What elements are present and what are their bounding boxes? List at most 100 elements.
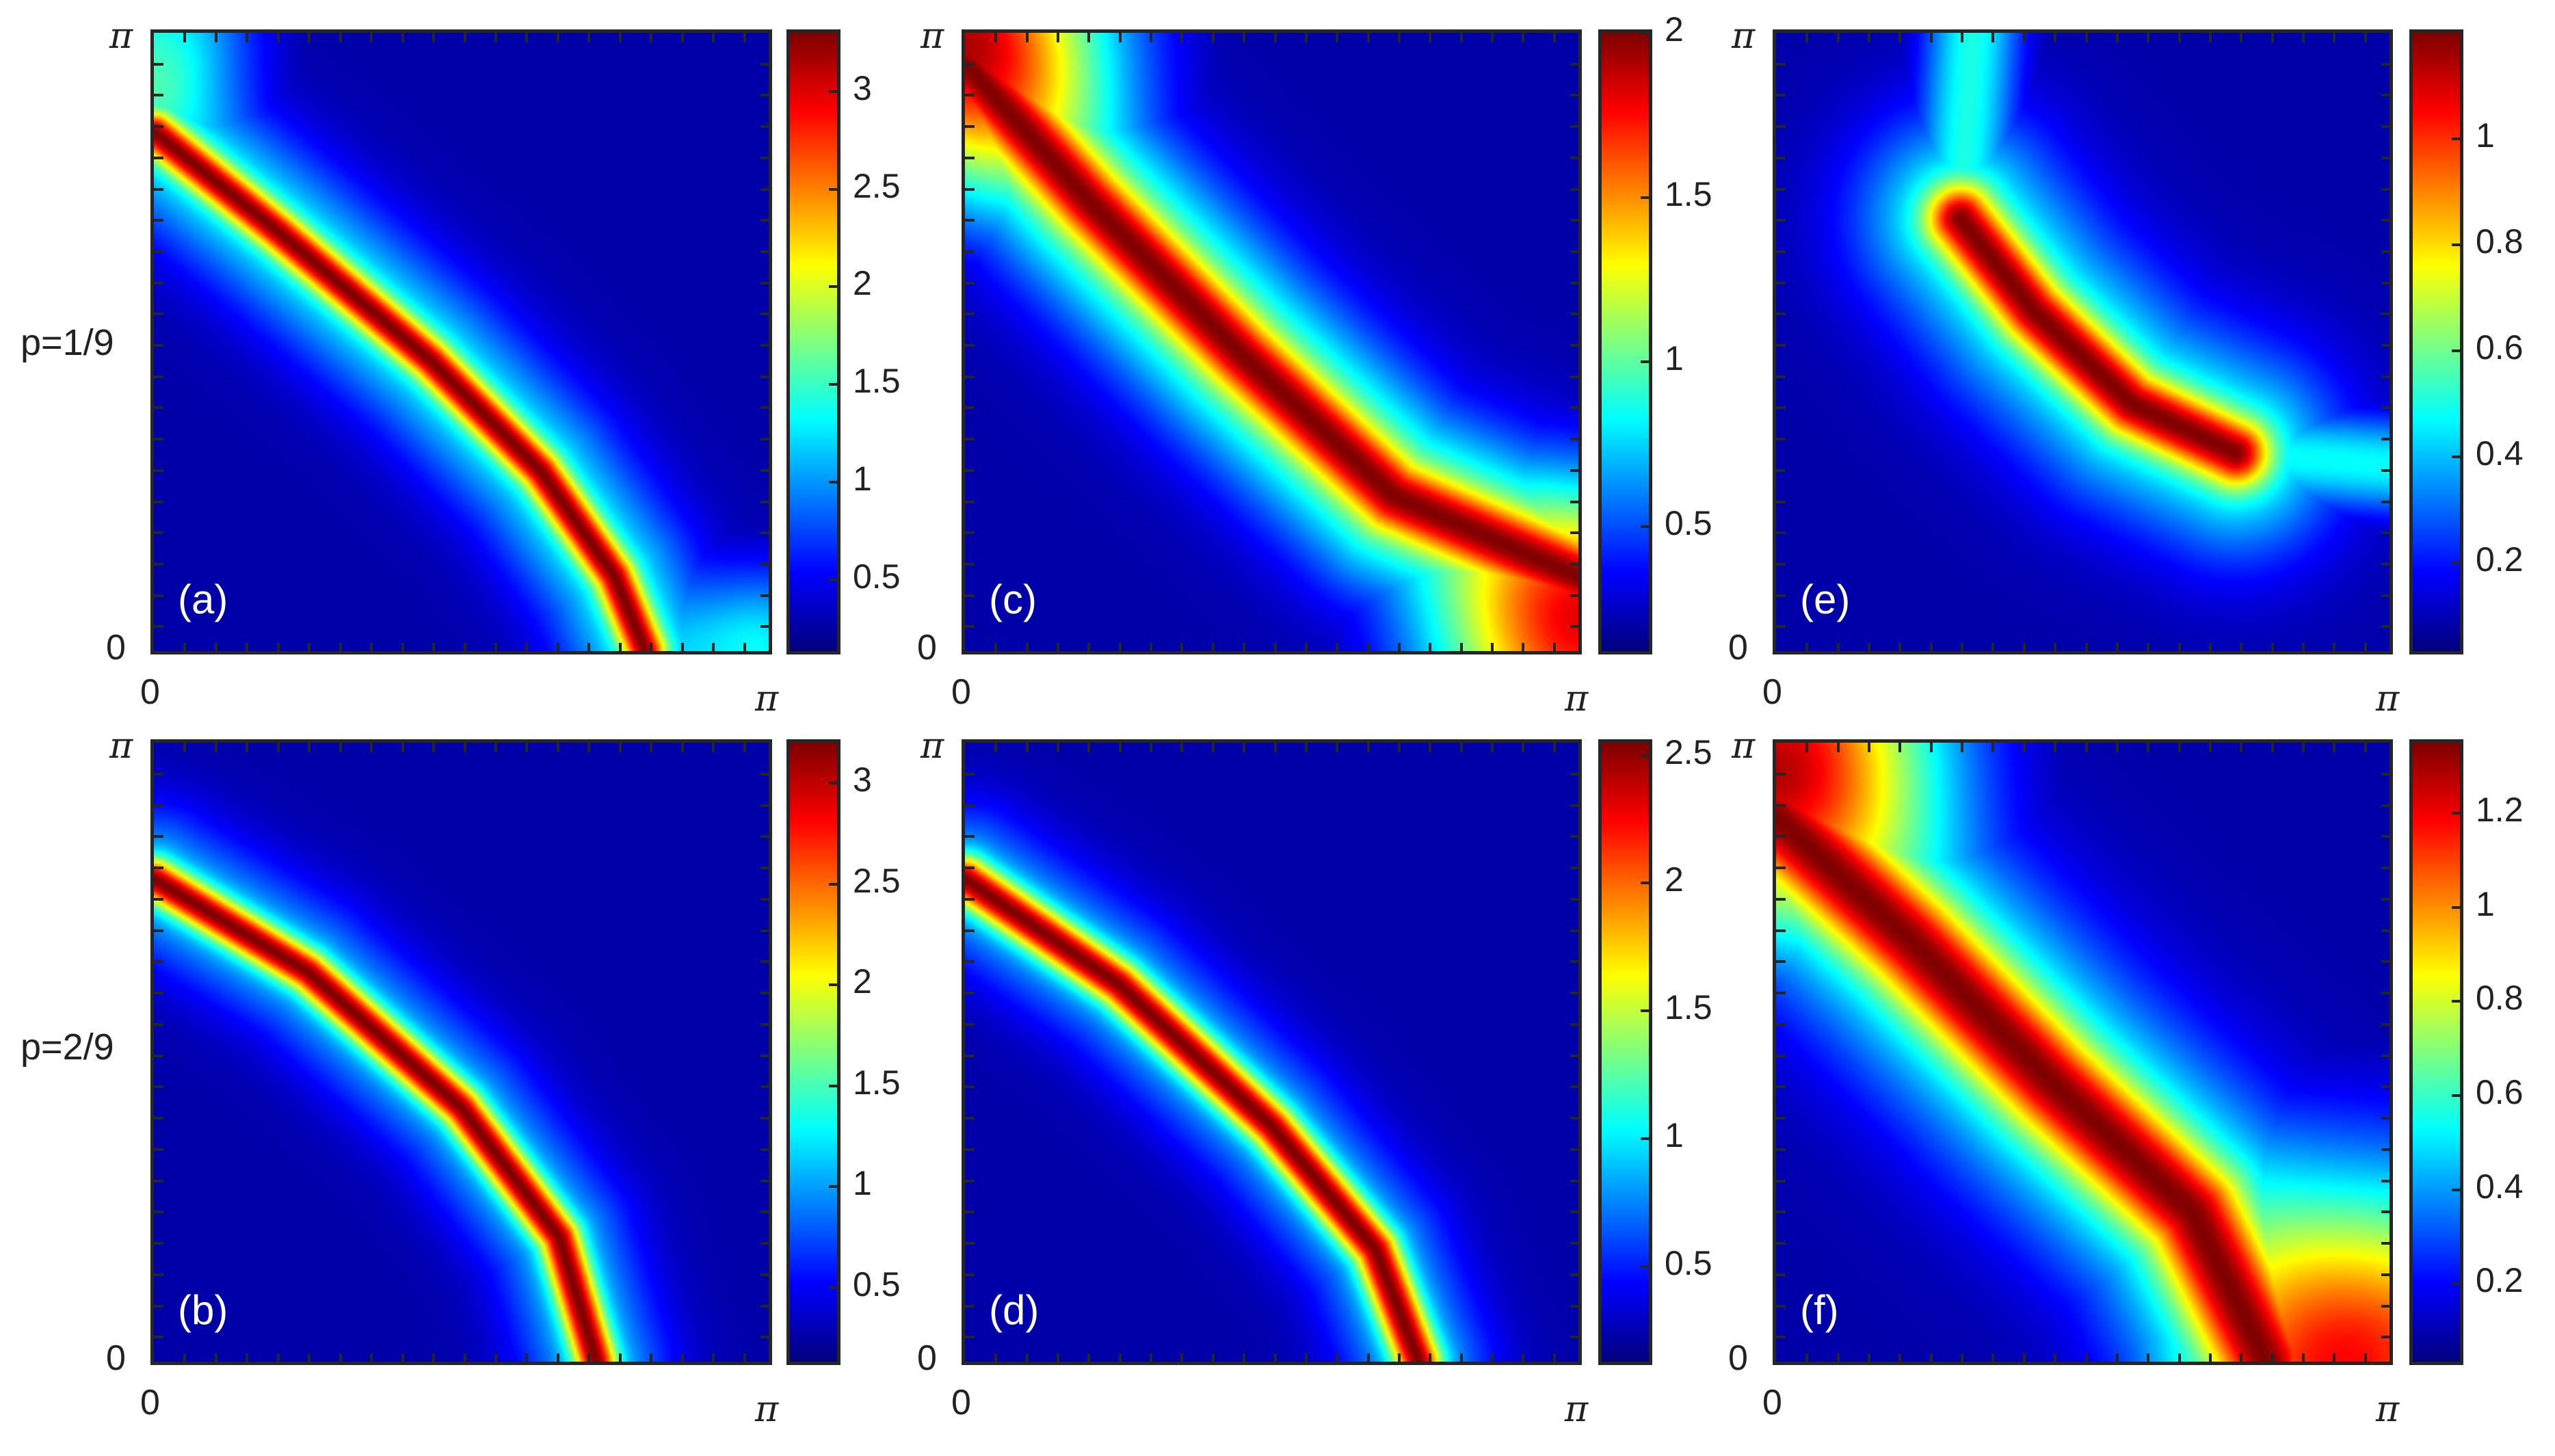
y-minor-tick xyxy=(760,960,769,964)
y-minor-tick xyxy=(2381,804,2389,807)
x-minor-tick xyxy=(183,743,187,752)
y-minor-tick xyxy=(1776,594,1786,597)
y-minor-tick xyxy=(154,531,163,535)
x-minor-tick xyxy=(743,643,746,651)
y-minor-tick xyxy=(1776,313,1786,316)
colorbar-tick xyxy=(829,983,838,987)
x-minor-tick xyxy=(339,1353,342,1362)
colorbar-tick-label: 0.8 xyxy=(2476,222,2524,261)
x-minor-tick xyxy=(276,643,280,651)
y-minor-tick xyxy=(760,1304,769,1308)
heatmap-a xyxy=(150,29,772,654)
x-minor-tick xyxy=(1211,743,1215,752)
heatmap-image xyxy=(1776,33,2389,651)
colorbar-tick-label: 1.5 xyxy=(853,1063,901,1102)
colorbar-tick-label: 2 xyxy=(1665,10,1684,49)
y-minor-tick xyxy=(154,1304,163,1308)
x-tick-label-pi: π xyxy=(2376,678,2400,719)
y-minor-tick xyxy=(154,344,163,347)
y-minor-tick xyxy=(154,187,163,191)
x-minor-tick xyxy=(2301,743,2305,752)
x-minor-tick xyxy=(1087,1353,1091,1362)
x-minor-tick xyxy=(1180,743,1184,752)
x-minor-tick xyxy=(712,643,715,651)
x-minor-tick xyxy=(2333,743,2336,752)
y-minor-tick xyxy=(2381,835,2389,838)
colorbar-tick-label: 1 xyxy=(1665,339,1684,378)
y-minor-tick xyxy=(154,1336,163,1339)
x-minor-tick xyxy=(1805,33,1809,42)
y-minor-tick xyxy=(965,772,975,776)
y-minor-tick xyxy=(154,250,163,253)
x-minor-tick xyxy=(2022,33,2026,42)
y-minor-tick xyxy=(1776,1085,1786,1089)
y-minor-tick xyxy=(2381,219,2389,222)
y-minor-tick xyxy=(2381,438,2389,441)
x-minor-tick xyxy=(1459,743,1463,752)
y-minor-tick xyxy=(154,1242,163,1245)
x-minor-tick xyxy=(1898,33,1902,42)
x-minor-tick xyxy=(2301,33,2305,42)
colorbar-gradient xyxy=(1602,743,1649,1362)
y-minor-tick xyxy=(1570,897,1578,901)
x-minor-tick xyxy=(339,33,342,42)
x-minor-tick xyxy=(1057,33,1060,42)
y-minor-tick xyxy=(154,313,163,316)
x-minor-tick xyxy=(432,743,436,752)
colorbar-tick-label: 0.6 xyxy=(2476,328,2524,367)
colorbar-tick-label: 2.5 xyxy=(853,861,901,900)
x-minor-tick xyxy=(2271,1353,2274,1362)
y-minor-tick xyxy=(1776,992,1786,994)
y-minor-tick xyxy=(1776,562,1786,566)
colorbar-tick-label: 2.5 xyxy=(1665,732,1712,771)
y-minor-tick xyxy=(760,1117,769,1120)
x-tick-label-pi: π xyxy=(755,1389,779,1430)
colorbar-tick xyxy=(2452,905,2461,909)
y-minor-tick xyxy=(760,866,769,869)
x-minor-tick xyxy=(2240,743,2243,752)
y-tick-label-pi: π xyxy=(1732,16,1756,57)
y-minor-tick xyxy=(965,375,975,378)
x-minor-tick xyxy=(1118,643,1122,651)
y-minor-tick xyxy=(2381,281,2389,284)
y-minor-tick xyxy=(154,772,163,776)
y-minor-tick xyxy=(2381,897,2389,901)
y-minor-tick xyxy=(154,835,163,838)
x-minor-tick xyxy=(1243,743,1246,752)
y-minor-tick xyxy=(1776,125,1786,129)
y-minor-tick xyxy=(2381,625,2389,628)
y-minor-tick xyxy=(2381,375,2389,378)
colorbar-tick-label: 0.4 xyxy=(2476,1167,2524,1206)
y-minor-tick xyxy=(760,772,769,776)
x-minor-tick xyxy=(1961,643,1964,651)
colorbar-tick xyxy=(2452,561,2461,564)
x-minor-tick xyxy=(1336,743,1339,752)
y-minor-tick xyxy=(1570,960,1578,964)
x-minor-tick xyxy=(214,1353,217,1362)
colorbar-tick xyxy=(2452,1094,2461,1097)
x-minor-tick xyxy=(2177,1353,2181,1362)
x-minor-tick xyxy=(1087,743,1091,752)
y-minor-tick xyxy=(760,1054,769,1057)
x-minor-tick xyxy=(2301,643,2305,651)
y-minor-tick xyxy=(1570,562,1578,566)
x-minor-tick xyxy=(618,643,622,651)
x-minor-tick xyxy=(463,643,466,651)
y-tick-label-0: 0 xyxy=(106,1338,126,1378)
y-minor-tick xyxy=(965,344,975,347)
y-minor-tick xyxy=(1776,219,1786,222)
y-minor-tick xyxy=(1570,468,1578,472)
x-minor-tick xyxy=(2054,743,2057,752)
colorbar-tick xyxy=(2452,349,2461,352)
y-minor-tick xyxy=(965,281,975,284)
y-minor-tick xyxy=(1776,500,1786,503)
colorbar-tick xyxy=(2452,137,2461,140)
y-minor-tick xyxy=(1570,156,1578,159)
x-minor-tick xyxy=(2208,643,2212,651)
y-tick-label-pi: π xyxy=(109,16,133,57)
y-minor-tick xyxy=(154,156,163,159)
y-minor-tick xyxy=(154,94,163,97)
y-minor-tick xyxy=(1570,62,1578,66)
x-minor-tick xyxy=(2333,1353,2336,1362)
colorbar-tick-label: 1.5 xyxy=(1665,174,1712,213)
